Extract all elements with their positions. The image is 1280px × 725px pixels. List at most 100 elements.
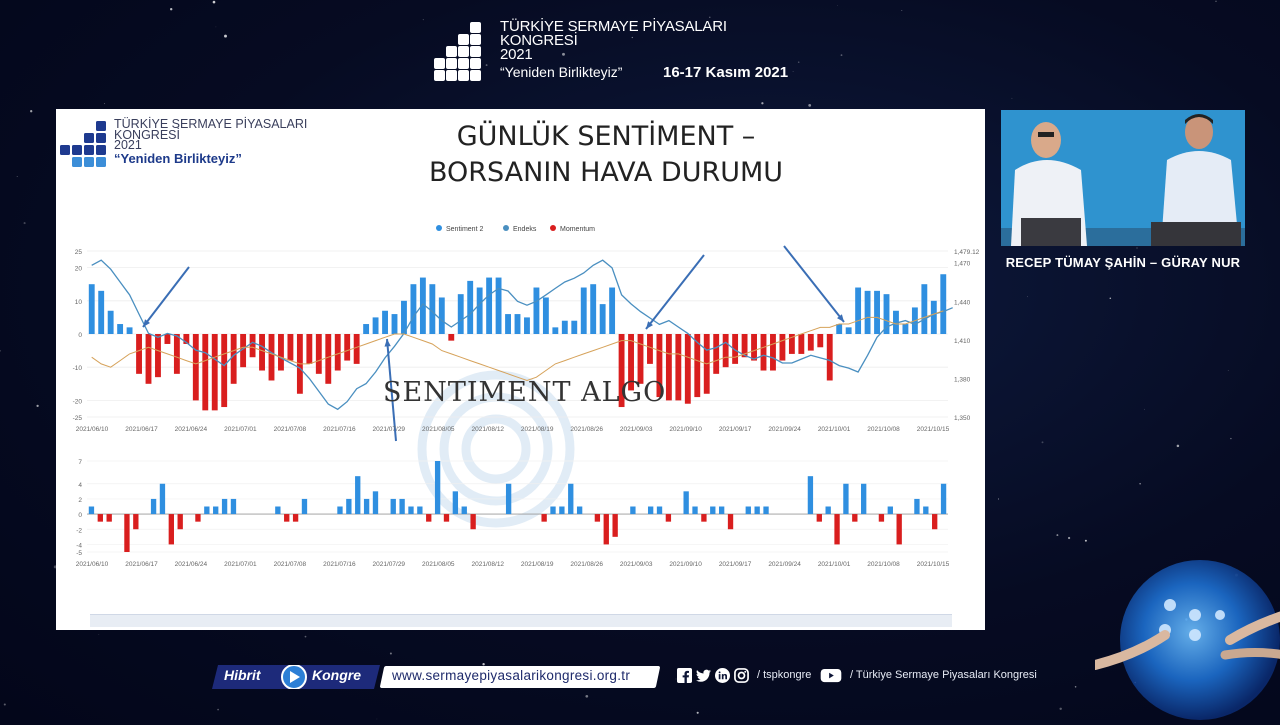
y-axis-tick: 2 xyxy=(78,497,82,504)
momentum-bar xyxy=(843,483,849,515)
sentiment-bar xyxy=(268,334,275,381)
sentiment-bar xyxy=(524,317,530,334)
sentiment-bar xyxy=(590,284,597,334)
momentum-bar xyxy=(861,483,867,515)
sentiment-bar xyxy=(893,310,899,334)
momentum-bar xyxy=(763,506,769,515)
sentiment-bar xyxy=(817,334,824,348)
x-axis-tick: 2021/09/03 xyxy=(620,426,653,433)
slide-logo-line: TÜRKİYE SERMAYE PİYASALARI xyxy=(114,117,308,131)
sentiment-bar xyxy=(353,334,360,364)
y-axis-tick: -25 xyxy=(73,415,83,422)
momentum-bar xyxy=(452,491,459,515)
speaker-video-frame xyxy=(1001,110,1245,246)
star xyxy=(215,26,217,28)
sentiment-bar xyxy=(448,334,455,341)
sentiment-bar xyxy=(457,294,464,334)
x-axis-tick: 2021/07/01 xyxy=(224,561,257,568)
sentiment-bar xyxy=(495,277,502,334)
sentiment-bar xyxy=(467,280,474,334)
star xyxy=(1041,441,1044,444)
x-axis-tick: 2021/08/26 xyxy=(570,426,603,433)
momentum-bar xyxy=(426,514,432,522)
star xyxy=(104,103,106,105)
sentiment-bar xyxy=(874,290,880,334)
y-axis-tick: 0 xyxy=(78,332,82,339)
sentiment-bar xyxy=(486,277,493,334)
x-axis-tick: 2021/09/24 xyxy=(768,426,801,433)
star xyxy=(1011,97,1013,99)
star xyxy=(901,10,903,11)
momentum-bar xyxy=(914,498,920,515)
momentum-bar xyxy=(665,514,672,522)
sentiment-bar xyxy=(609,287,616,334)
instagram-icon[interactable] xyxy=(734,668,749,683)
momentum-bar xyxy=(692,506,698,515)
x-axis-tick: 2021/06/17 xyxy=(125,426,158,433)
y-axis-right-tick: 1,410 xyxy=(954,338,971,345)
twitter-icon[interactable] xyxy=(696,668,711,683)
facebook-icon[interactable] xyxy=(677,668,692,683)
bottom-bar: Hibrit Kongre www.sermayepiyasalarikongr… xyxy=(212,661,1042,691)
x-axis-tick: 2021/08/12 xyxy=(472,426,505,433)
momentum-bar xyxy=(97,514,103,522)
star xyxy=(1176,444,1180,448)
momentum-bar xyxy=(88,506,95,515)
momentum-bar xyxy=(932,514,938,530)
sentiment-bar xyxy=(211,334,218,411)
sentiment-bar xyxy=(419,277,426,334)
star xyxy=(36,404,39,408)
star xyxy=(1084,539,1087,542)
sentiment-bar xyxy=(372,317,379,334)
x-axis-tick: 2021/10/15 xyxy=(917,561,950,568)
momentum-bar xyxy=(372,491,379,515)
star xyxy=(1059,707,1062,711)
sentiment-bar xyxy=(665,334,672,401)
slide-logo-text: TÜRKİYE SERMAYE PİYASALARI KONGRESİ 2021… xyxy=(114,117,308,164)
momentum-bar xyxy=(594,514,601,522)
sentiment-bar xyxy=(807,334,814,351)
congress-dates: 16-17 Kasım 2021 xyxy=(663,64,789,81)
sentiment-algo-watermark: SENTIMENT ALGO xyxy=(383,377,667,408)
star xyxy=(0,349,2,352)
star xyxy=(23,222,26,225)
social-handle[interactable]: / tspkongre xyxy=(757,669,812,681)
youtube-channel[interactable]: / Türkiye Sermaye Piyasaları Kongresi xyxy=(850,669,1037,681)
linkedin-icon[interactable] xyxy=(715,668,730,683)
momentum-bar xyxy=(355,476,361,515)
y-axis-tick: -10 xyxy=(73,365,83,372)
y-axis-tick: -5 xyxy=(76,550,82,557)
momentum-bar xyxy=(807,476,814,515)
momentum-bar xyxy=(923,506,929,515)
momentum-bar xyxy=(576,506,583,515)
momentum-bar xyxy=(177,514,183,530)
congress-title: TÜRKİYE SERMAYE PİYASALARI KONGRESİ 2021 xyxy=(500,19,727,62)
x-axis-tick: 2021/06/10 xyxy=(76,561,109,568)
sentiment-bar xyxy=(164,334,171,344)
congress-website-link[interactable]: www.sermayepiyasalarikongresi.org.tr xyxy=(392,668,631,683)
youtube-icon[interactable] xyxy=(820,668,842,683)
sentiment-bar xyxy=(315,334,322,374)
annotation-arrow xyxy=(386,338,397,442)
sentiment-bar xyxy=(732,334,739,364)
x-axis-tick: 2021/06/10 xyxy=(76,426,109,433)
sentiment-bar xyxy=(542,297,549,334)
sentiment-bar xyxy=(155,334,161,378)
momentum-bar xyxy=(683,491,689,515)
momentum-bar xyxy=(284,514,290,522)
sentiment-bar xyxy=(287,334,294,361)
sentiment-bar xyxy=(836,324,843,334)
sentiment-bar xyxy=(675,334,682,401)
momentum-bar xyxy=(887,506,893,515)
momentum-bar xyxy=(559,506,565,515)
x-axis-tick: 2021/07/08 xyxy=(274,426,307,433)
momentum-bar xyxy=(124,514,130,552)
momentum-line xyxy=(91,310,944,382)
x-axis-tick: 2021/07/16 xyxy=(323,561,356,568)
sentiment-bar xyxy=(656,334,663,398)
watermark-ring xyxy=(439,392,553,506)
slide-scrollbar[interactable] xyxy=(90,614,952,627)
y-axis-tick: -4 xyxy=(76,542,82,549)
sentiment-bar xyxy=(713,334,720,374)
x-axis-tick: 2021/07/29 xyxy=(373,561,406,568)
